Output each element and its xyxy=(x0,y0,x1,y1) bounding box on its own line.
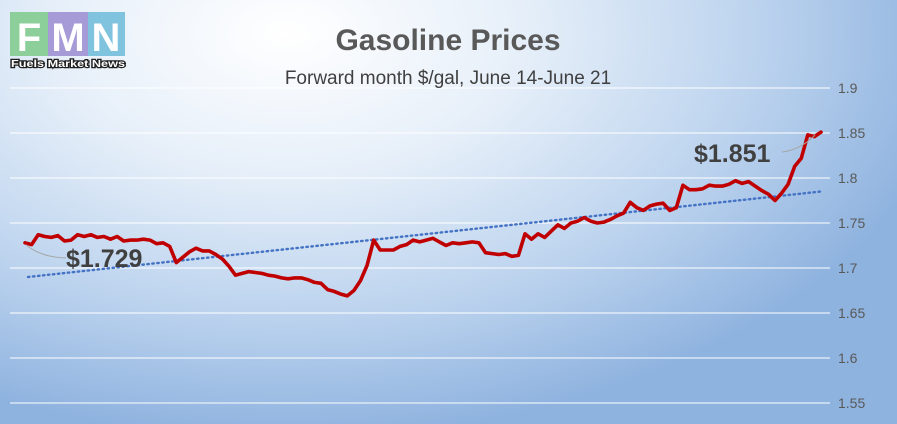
y-tick-label: 1.9 xyxy=(838,80,858,96)
y-tick-label: 1.75 xyxy=(838,215,865,231)
fmn-logo: F M N Fuels Market News xyxy=(10,12,127,71)
logo-f-tile xyxy=(10,12,48,56)
logo-letter-f: F xyxy=(17,16,41,60)
trendline-layer xyxy=(26,190,823,279)
start-leader-line xyxy=(25,244,67,259)
price-series-layer xyxy=(23,130,823,298)
logo-letter-n: N xyxy=(92,16,121,60)
y-tick-label: 1.6 xyxy=(838,350,858,366)
logo-tagline: Fuels Market News xyxy=(11,59,126,70)
y-tick-label: 1.7 xyxy=(838,260,858,276)
y-axis-ticks: 1.55 1.6 1.65 1.7 1.75 1.8 1.85 1.9 xyxy=(838,80,865,411)
gridlines xyxy=(10,87,830,404)
callouts: $1.729 $1.851 xyxy=(25,134,816,273)
chart-subtitle: Forward month $/gal, June 14-June 21 xyxy=(285,68,611,89)
end-leader-line xyxy=(781,134,816,153)
logo-letter-m: M xyxy=(51,16,84,60)
y-tick-label: 1.85 xyxy=(838,125,865,141)
chart-title: Gasoline Prices xyxy=(335,24,560,57)
price-series-line xyxy=(23,130,823,298)
end-price-label: $1.851 xyxy=(694,140,771,168)
logo-n-tile xyxy=(88,12,125,56)
y-tick-label: 1.8 xyxy=(838,170,858,186)
y-tick-label: 1.55 xyxy=(838,395,865,411)
start-price-label: $1.729 xyxy=(66,245,142,273)
y-tick-label: 1.65 xyxy=(838,305,865,321)
trend-line xyxy=(26,190,823,279)
logo-m-tile xyxy=(48,12,88,56)
